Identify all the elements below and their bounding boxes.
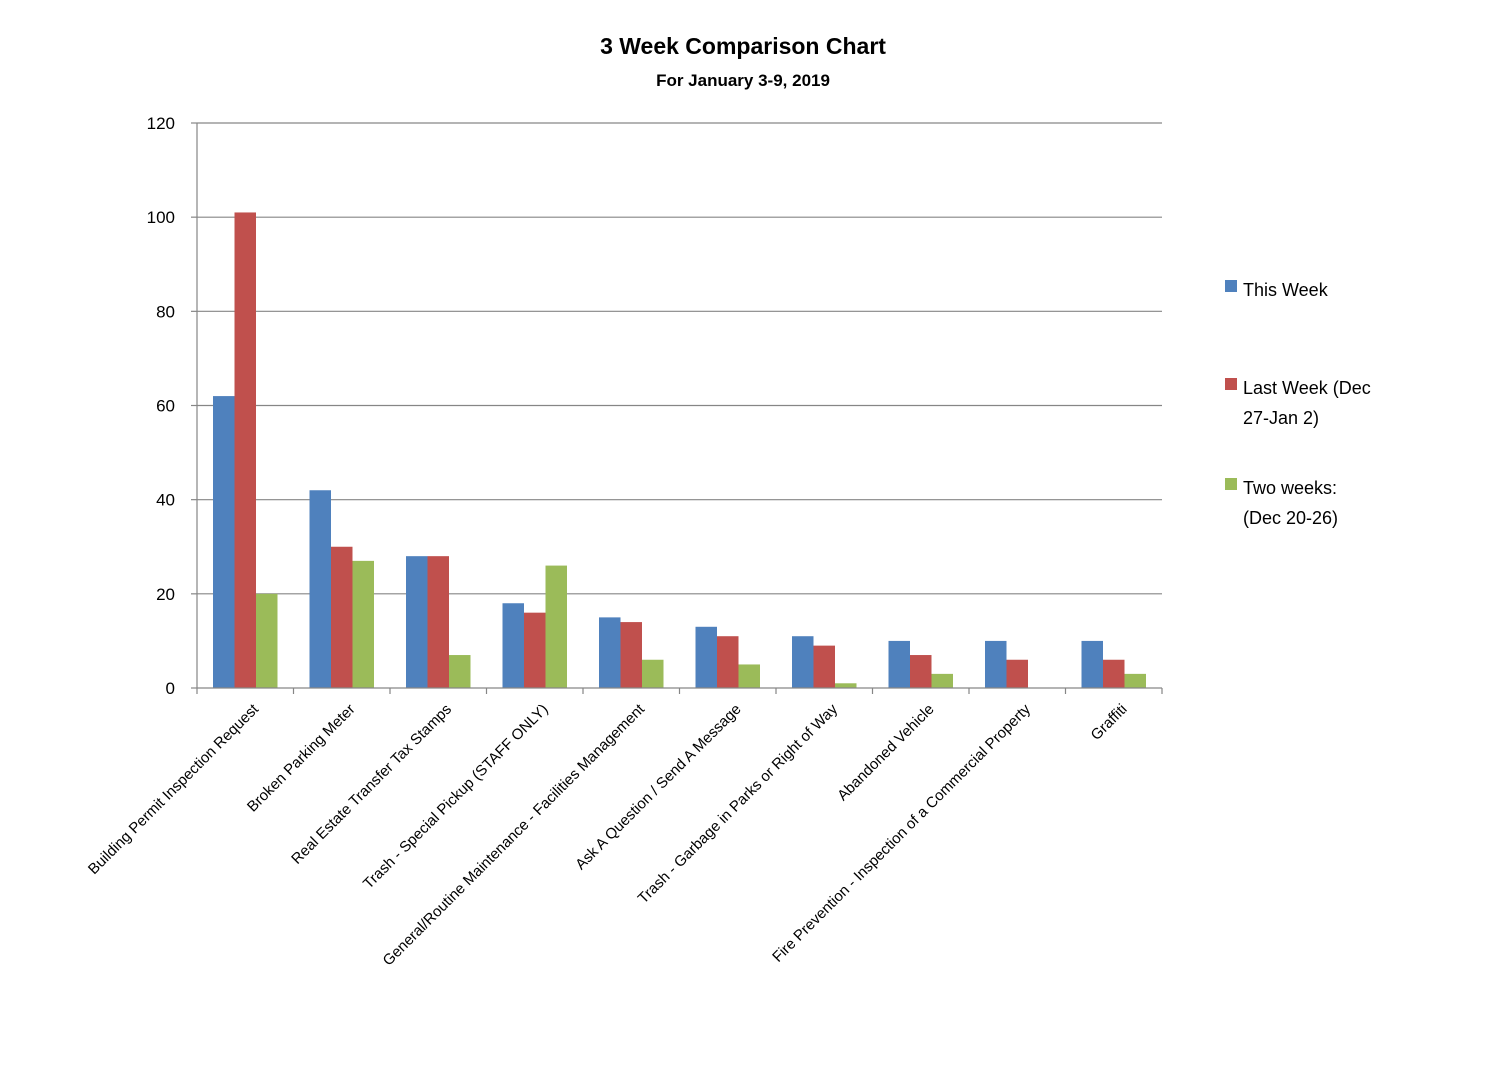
y-tick-label: 40 [156,491,175,510]
bar-last-week [813,645,835,688]
bar-two-weeks [738,664,760,688]
legend-label: (Dec 20-26) [1243,508,1338,528]
bar-this-week [213,396,235,688]
bar-two-weeks [1124,673,1146,688]
axes [191,122,1163,694]
bar-this-week [309,490,331,688]
bar-this-week [502,603,524,688]
chart-subtitle: For January 3-9, 2019 [656,71,830,90]
bars [213,212,1146,689]
bar-this-week [599,617,621,688]
x-tick-label: Graffiti [1088,701,1131,744]
y-tick-label: 80 [156,302,175,321]
x-tick-label: Building Permit Inspection Request [85,700,263,878]
y-tick-label: 120 [147,114,175,133]
legend-label: 27-Jan 2) [1243,408,1319,428]
bar-this-week [695,626,717,688]
y-tick-label: 60 [156,397,175,416]
legend-swatch [1225,478,1237,490]
bar-last-week [620,622,642,688]
x-tick-label: Broken Parking Meter [244,701,359,816]
x-tick-label: Trash - Garbage in Parks or Right of Way [635,700,842,907]
x-tick-label: Ask A Question / Send A Message [572,701,744,873]
x-tick-labels: Building Permit Inspection RequestBroken… [85,700,1131,969]
bar-last-week [1103,659,1125,688]
gridlines [197,122,1162,595]
bar-two-weeks [642,659,664,688]
chart-title: 3 Week Comparison Chart [600,33,886,59]
bar-two-weeks [352,560,374,688]
bar-last-week [427,556,449,688]
bar-this-week [888,640,910,688]
bar-this-week [985,640,1007,688]
bar-last-week [524,612,546,688]
legend-swatch [1225,378,1237,390]
legend: This Week Last Week (Dec 27-Jan 2) Two week… [1225,280,1371,528]
x-tick-label: Trash - Special Pickup (STAFF ONLY) [360,701,552,893]
x-tick-label: Abandoned Vehicle [834,701,937,804]
bar-two-weeks [449,655,471,688]
legend-label: Two weeks: [1243,478,1337,498]
bar-last-week [1006,659,1028,688]
x-tick-label: Real Estate Transfer Tax Stamps [288,701,455,868]
legend-label: This Week [1243,280,1329,300]
y-tick-label: 100 [147,208,175,227]
bar-two-weeks [931,673,953,688]
legend-swatch [1225,280,1237,292]
y-tick-labels: 0 20 40 60 80 100 120 [147,114,175,698]
bar-last-week [331,546,353,688]
bar-this-week [792,636,814,688]
legend-label: Last Week (Dec [1243,378,1371,398]
y-tick-label: 20 [156,585,175,604]
bar-two-weeks [256,593,278,688]
bar-two-weeks [545,565,567,688]
y-tick-label: 0 [166,679,175,698]
bar-two-weeks [835,683,857,688]
bar-last-week [717,636,739,688]
bar-last-week [234,212,256,689]
bar-this-week [406,556,428,688]
bar-last-week [910,655,932,688]
bar-this-week [1081,640,1103,688]
